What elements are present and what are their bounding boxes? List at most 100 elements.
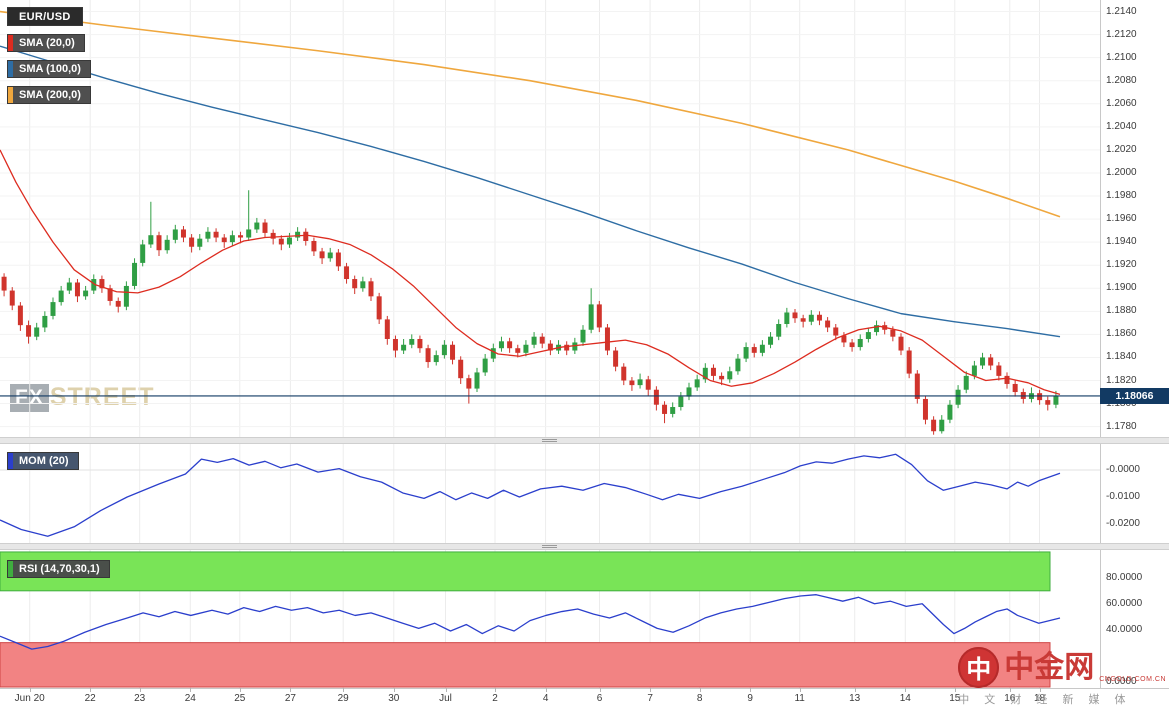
candle-down [417, 338, 423, 349]
candle-up [197, 238, 203, 247]
candle-down [107, 288, 113, 301]
candle-down [922, 398, 928, 420]
candle-up [474, 372, 480, 389]
price-axis-label: 1.2080 [1106, 74, 1137, 86]
candle-down [515, 348, 521, 353]
candle-down [180, 229, 186, 238]
x-axis-tick [190, 688, 192, 692]
panel-resize-handle-1[interactable] [542, 439, 557, 443]
candle-up [694, 379, 700, 388]
candle-up [637, 379, 643, 386]
x-axis-tick [1009, 688, 1011, 692]
rsi-axis-label: 60.0000 [1106, 597, 1143, 609]
price-chart-canvas[interactable] [0, 0, 1100, 437]
price-axis-label: 1.2140 [1106, 5, 1137, 17]
x-axis-tick [599, 688, 601, 692]
candle-up [759, 344, 765, 353]
candle-down [303, 231, 309, 241]
candle-up [874, 325, 880, 333]
candle-down [458, 359, 464, 379]
x-axis-label: 2 [492, 693, 498, 704]
candle-up [498, 341, 504, 349]
candle-up [172, 229, 178, 240]
sma200-color-chip [8, 87, 13, 103]
candle-down [996, 365, 1002, 376]
indicator-badge-sma20[interactable]: SMA (20,0) [7, 34, 85, 52]
x-axis-label: 18 [1033, 693, 1046, 704]
indicator-legend: EUR/USD SMA (20,0) SMA (100,0) SMA (200,… [7, 7, 91, 104]
candle-down [596, 304, 602, 328]
candle-down [1045, 400, 1051, 405]
candle-up [588, 304, 594, 330]
candle-up [286, 237, 292, 245]
sma20-line [0, 149, 1061, 395]
sma200-line [0, 10, 1061, 218]
sma100-line [0, 45, 1061, 338]
x-axis-label: 22 [84, 693, 96, 704]
candle-down [906, 350, 912, 374]
candle-down [841, 335, 847, 343]
indicator-badge-mom[interactable]: MOM (20) [7, 452, 79, 470]
x-axis-label: Jul [439, 693, 452, 704]
candle-up [132, 262, 138, 286]
mom-axis-label: -0.0100 [1106, 491, 1140, 503]
candle-down [621, 366, 627, 381]
indicator-badge-sma100[interactable]: SMA (100,0) [7, 60, 91, 78]
last-price-badge: 1.18066 [1100, 387, 1169, 404]
price-axis-label: 1.1880 [1106, 305, 1137, 317]
price-axis-label: 1.2020 [1106, 143, 1137, 155]
candle-up [743, 347, 749, 359]
panel-separator-2 [0, 543, 1169, 550]
candle-down [507, 341, 513, 349]
candle-up [401, 344, 407, 351]
sma20-label: SMA (20,0) [19, 37, 75, 49]
candle-up [58, 290, 64, 303]
cngold-logo-icon: 中 [958, 647, 1000, 688]
rsi-chart-canvas[interactable] [0, 550, 1100, 688]
candle-up [83, 290, 89, 297]
x-axis-tick [750, 688, 752, 692]
candle-down [816, 314, 822, 321]
price-axis-label: 1.2000 [1106, 166, 1137, 178]
panel-resize-handle-2[interactable] [542, 545, 557, 549]
rsi-line [0, 594, 1061, 650]
candle-down [344, 266, 350, 280]
candle-up [327, 252, 333, 259]
indicator-badge-rsi[interactable]: RSI (14,70,30,1) [7, 560, 110, 578]
candle-down [466, 378, 472, 389]
candle-down [189, 237, 195, 247]
indicator-badge-sma200[interactable]: SMA (200,0) [7, 86, 91, 104]
rsi-axis-label: 0.0000 [1106, 675, 1137, 687]
candle-up [727, 371, 733, 380]
candle-down [547, 343, 553, 351]
x-axis-tick [545, 688, 547, 692]
x-axis-tick [445, 688, 447, 692]
candle-up [580, 329, 586, 343]
candle-up [702, 367, 708, 380]
candle-up [670, 407, 676, 414]
candle-up [947, 404, 953, 420]
candle-down [613, 350, 619, 367]
fxstreet-street-mark: STREET [49, 383, 155, 411]
candle-down [751, 347, 757, 353]
x-axis-tick [290, 688, 292, 692]
candle-up [963, 375, 969, 390]
price-axis-label: 1.2120 [1106, 28, 1137, 40]
candle-up [34, 327, 40, 337]
candle-up [857, 338, 863, 348]
time-axis [0, 688, 1169, 710]
symbol-badge[interactable]: EUR/USD [7, 7, 83, 26]
x-axis-tick [699, 688, 701, 692]
candle-up [50, 302, 56, 316]
x-axis-tick [1039, 688, 1041, 692]
price-axis-label: 1.2040 [1106, 120, 1137, 132]
mom-chart-canvas[interactable] [0, 444, 1100, 543]
candle-down [213, 231, 219, 238]
candle-up [409, 338, 415, 345]
price-axis-label: 1.1940 [1106, 236, 1137, 248]
candle-down [335, 252, 341, 267]
mom-axis-label: -0.0200 [1106, 518, 1140, 530]
candle-down [26, 325, 32, 337]
mom-line [0, 453, 1061, 537]
x-axis-label: 6 [596, 693, 603, 704]
